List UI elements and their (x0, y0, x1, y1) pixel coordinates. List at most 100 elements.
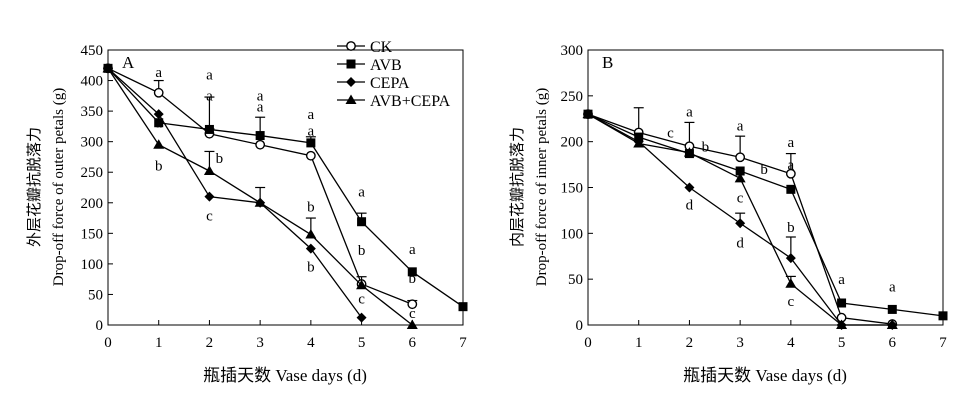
data-point (735, 218, 746, 229)
data-point (255, 131, 265, 141)
significance-label: a (155, 65, 162, 81)
y-tick-label: 300 (81, 135, 104, 151)
significance-label: b (760, 162, 768, 178)
y-tick-label: 250 (81, 165, 104, 181)
significance-label: a (206, 67, 213, 83)
y-tick-label: 350 (81, 104, 104, 120)
panel-label: A (122, 53, 135, 72)
significance-label: a (737, 118, 744, 134)
data-point (734, 172, 746, 183)
data-point (407, 299, 418, 310)
legend-label: AVB (370, 57, 402, 74)
y-tick-label: 50 (568, 272, 583, 288)
significance-label: a (358, 185, 365, 201)
data-point (305, 150, 316, 161)
x-tick-label: 1 (155, 335, 163, 351)
data-point (204, 191, 215, 202)
y-tick-label: 400 (81, 74, 104, 90)
y-axis-title-en: Drop-off force of inner petals (g) (534, 88, 550, 286)
data-point (786, 184, 796, 194)
data-point (102, 62, 114, 73)
data-point (938, 311, 948, 321)
x-tick-label: 0 (104, 335, 112, 351)
legend-marker (345, 94, 357, 104)
data-point (887, 304, 897, 314)
significance-label: c (667, 126, 674, 142)
x-axis-title: 瓶插天数 Vase days (d) (683, 366, 847, 385)
y-axis-title-cn: 外层花瓣抗脱落力 (26, 127, 43, 247)
data-point (407, 267, 417, 277)
data-point (204, 124, 214, 134)
x-tick-label: 4 (307, 335, 315, 351)
data-point (837, 298, 847, 308)
legend-label: CK (370, 39, 393, 56)
legend-item: CK (337, 39, 393, 56)
significance-label: a (838, 272, 845, 288)
legend-item: AVB (337, 57, 402, 74)
significance-label: a (155, 116, 162, 132)
series-line (107, 67, 464, 308)
significance-label: a (686, 104, 693, 120)
significance-label: b (702, 140, 710, 156)
legend-marker (346, 41, 356, 51)
legend-label: CEPA (370, 75, 410, 92)
data-point (582, 108, 594, 119)
data-point (254, 197, 266, 207)
x-tick-label: 6 (889, 335, 897, 351)
data-point (356, 312, 367, 323)
data-point (633, 138, 645, 148)
x-tick-label: 7 (939, 335, 947, 351)
legend-marker (346, 77, 356, 87)
x-tick-label: 7 (459, 335, 467, 351)
legend-item: AVB+CEPA (337, 93, 451, 110)
y-tick-label: 450 (81, 43, 104, 59)
x-tick-label: 3 (736, 335, 744, 351)
series-line (107, 67, 363, 319)
significance-label: a (308, 107, 315, 123)
significance-label: a (889, 279, 896, 295)
significance-label: b (307, 200, 315, 216)
data-point (735, 166, 745, 176)
significance-label: c (788, 294, 795, 310)
x-tick-label: 2 (686, 335, 694, 351)
significance-label: a (788, 157, 795, 173)
data-point (306, 138, 316, 148)
legend-label: AVB+CEPA (370, 93, 451, 110)
data-point (406, 319, 418, 329)
significance-label: b (358, 243, 366, 259)
x-tick-label: 1 (635, 335, 643, 351)
data-point (305, 243, 316, 254)
series-avb-cepa: b b b c (102, 62, 418, 329)
significance-label: c (409, 306, 416, 322)
y-tick-label: 0 (96, 318, 104, 334)
panel-a: A 外层花瓣抗脱落力 Drop-off force of outer petal… (26, 43, 468, 385)
significance-label: a (409, 242, 416, 258)
series-line (587, 113, 944, 317)
data-point (735, 152, 746, 163)
series-cepa: c b c (103, 63, 367, 323)
data-point (255, 139, 266, 150)
significance-label: b (409, 271, 417, 287)
data-point (836, 319, 848, 329)
data-point (153, 139, 165, 149)
data-point (785, 278, 797, 288)
legend-item: CEPA (337, 75, 410, 92)
significance-label: c (737, 190, 744, 206)
y-tick-label: 150 (81, 226, 104, 242)
x-tick-label: 6 (409, 335, 417, 351)
significance-label: a (308, 124, 315, 140)
y-axis-title-cn: 内层花瓣抗脱落力 (509, 127, 526, 247)
x-tick-label: 0 (584, 335, 592, 351)
y-tick-label: 100 (561, 226, 584, 242)
y-tick-label: 200 (561, 135, 584, 151)
data-point (458, 302, 468, 312)
series-avb-cepa: c c c (582, 108, 898, 329)
significance-label: d (736, 235, 744, 251)
y-tick-label: 300 (561, 43, 584, 59)
y-tick-label: 250 (561, 89, 584, 105)
data-point (154, 118, 164, 128)
significance-label: c (206, 209, 213, 225)
y-tick-label: 50 (88, 287, 103, 303)
